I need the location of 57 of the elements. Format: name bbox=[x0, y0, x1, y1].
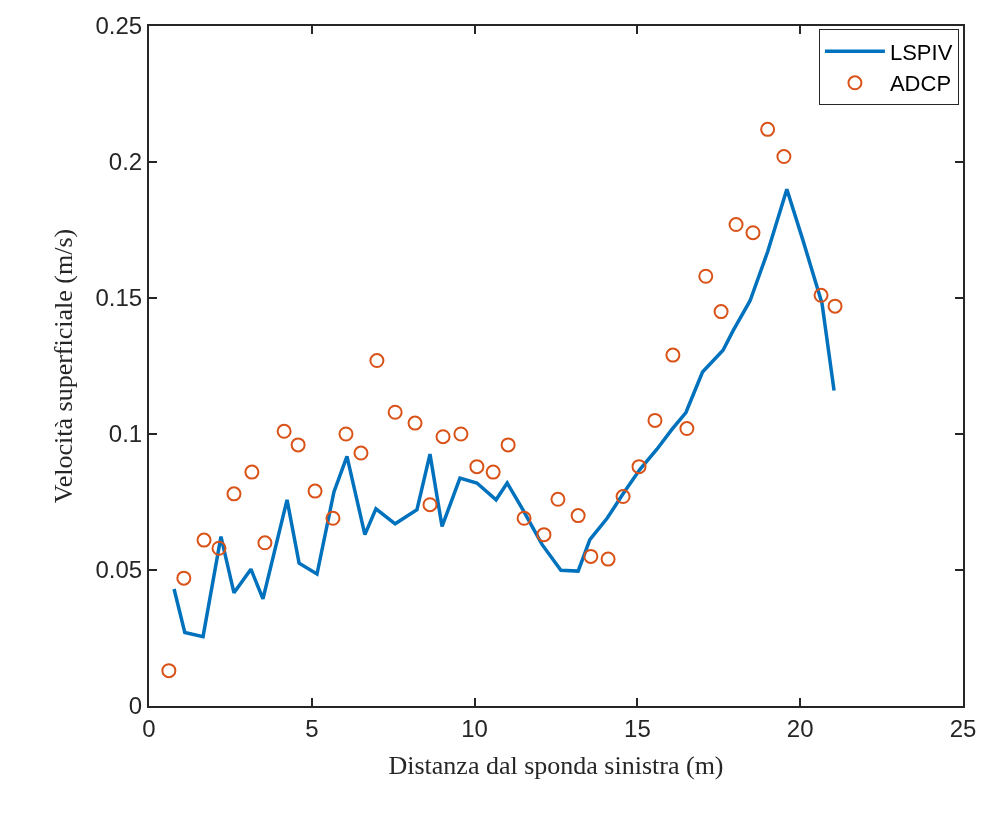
y-tick-label: 0.15 bbox=[95, 284, 143, 312]
point bbox=[353, 445, 369, 461]
point bbox=[453, 426, 469, 442]
point bbox=[211, 540, 227, 556]
point bbox=[536, 527, 552, 543]
legend-label: LSPIV bbox=[889, 39, 953, 65]
x-tick-label: 25 bbox=[949, 714, 977, 742]
x-tick-label: 5 bbox=[305, 714, 319, 742]
point bbox=[290, 437, 306, 453]
point bbox=[728, 217, 744, 233]
x-axis-title: Distanza dal sponda sinistra (m) bbox=[388, 751, 724, 780]
point bbox=[176, 570, 192, 586]
point bbox=[325, 510, 341, 526]
point bbox=[226, 486, 242, 502]
point bbox=[387, 404, 403, 420]
point bbox=[407, 415, 423, 431]
legend-label: ADCP bbox=[889, 71, 952, 97]
point bbox=[760, 121, 776, 137]
point bbox=[647, 412, 663, 428]
point bbox=[813, 287, 829, 303]
line-series bbox=[172, 187, 836, 639]
point bbox=[485, 464, 501, 480]
y-tick-label: 0.1 bbox=[108, 420, 143, 448]
y-tick-label: 0.25 bbox=[95, 12, 143, 40]
y-tick-label: 0.05 bbox=[95, 556, 143, 584]
point bbox=[244, 464, 260, 480]
point bbox=[776, 149, 792, 165]
point bbox=[469, 459, 485, 475]
point bbox=[583, 548, 599, 564]
point bbox=[745, 225, 761, 241]
point bbox=[631, 459, 647, 475]
point bbox=[600, 551, 616, 567]
y-tick-label: 0 bbox=[128, 692, 143, 720]
x-tick-label: 20 bbox=[786, 714, 814, 742]
point bbox=[338, 426, 354, 442]
y-tick-label: 0.2 bbox=[108, 148, 143, 176]
x-tick-label: 15 bbox=[624, 714, 651, 742]
x-tick-label: 10 bbox=[461, 714, 488, 742]
point bbox=[369, 353, 385, 369]
point bbox=[698, 268, 714, 284]
y-axis-title: Velocità superficiale (m/s) bbox=[49, 228, 79, 504]
point bbox=[257, 535, 273, 551]
point bbox=[615, 489, 631, 505]
point bbox=[827, 298, 843, 314]
point bbox=[570, 508, 586, 524]
point bbox=[713, 304, 729, 320]
point bbox=[422, 497, 438, 513]
point bbox=[516, 510, 532, 526]
point bbox=[665, 347, 681, 363]
point bbox=[679, 421, 695, 437]
point bbox=[500, 437, 516, 453]
point bbox=[550, 491, 566, 507]
point bbox=[161, 663, 177, 679]
point bbox=[435, 429, 451, 445]
point bbox=[276, 423, 292, 439]
point bbox=[196, 532, 212, 548]
point bbox=[307, 483, 323, 499]
